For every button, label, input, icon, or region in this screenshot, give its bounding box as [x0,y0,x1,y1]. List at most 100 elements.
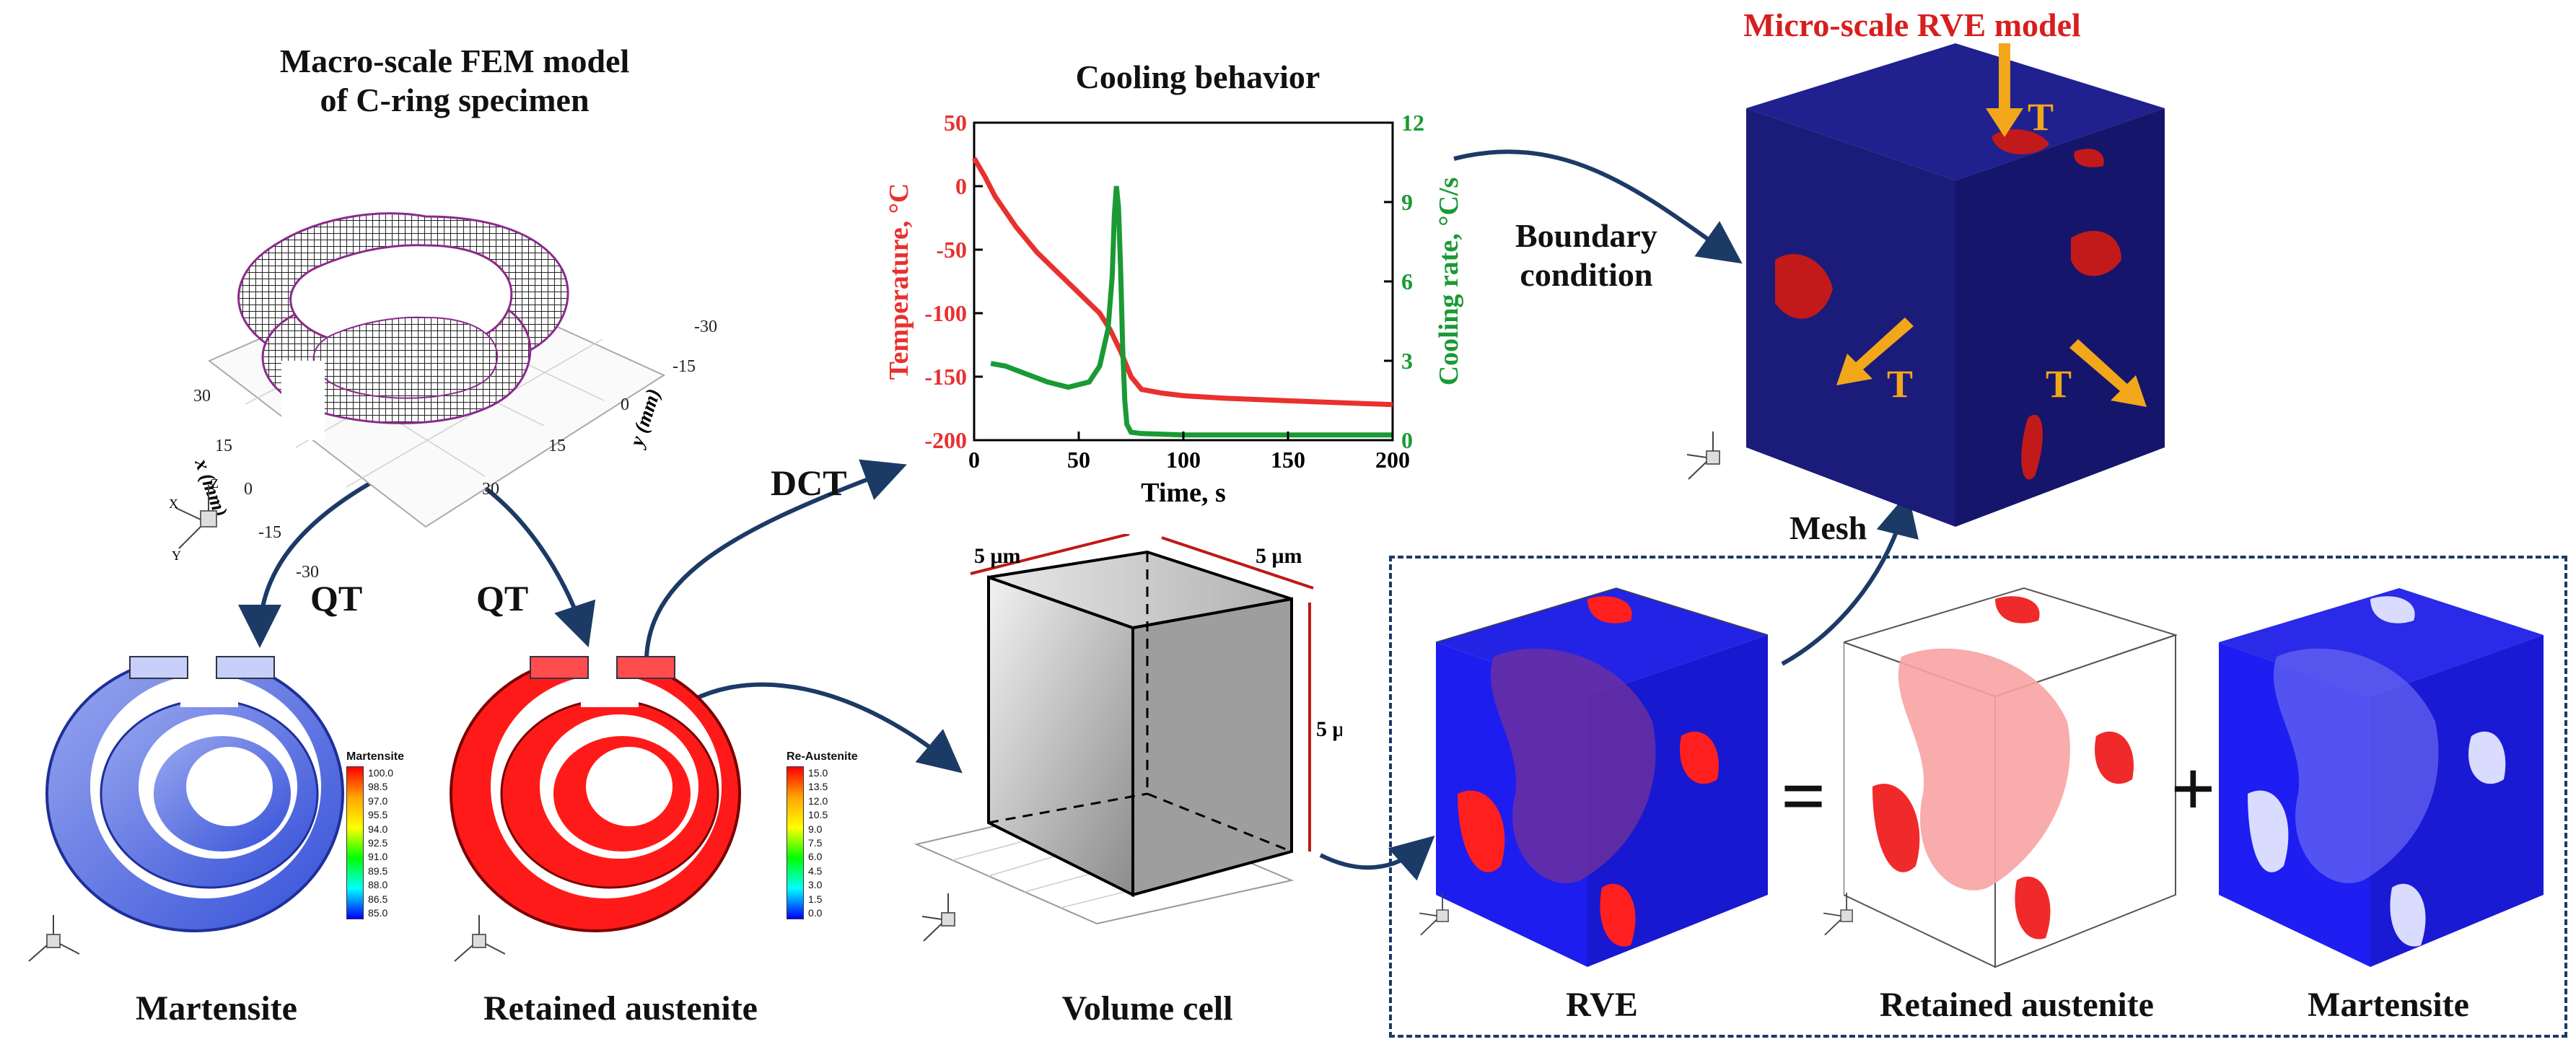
axis-triad-rve [1686,432,1720,480]
martensite-legend-title: Martensite [346,750,405,763]
plot-frame [973,121,1394,442]
mart-tick: 95.5 [368,809,388,821]
rea-tick: 3.0 [808,879,823,891]
y-tick-label: -100 [924,300,967,326]
macro-ytick-2: 0 [621,395,629,414]
arrow-boundary [1453,149,1743,264]
rea-tick: 9.0 [808,823,823,835]
rea-tick: 15.0 [808,767,828,779]
macro-xtick-0: 30 [193,387,211,406]
y2-tick-label: 12 [1401,110,1424,136]
macro-ytick-4: 30 [482,480,499,499]
boundary-line2: condition [1520,256,1653,293]
rve-title: Micro-scale RVE model [1743,6,2081,43]
y-tick-label: -200 [924,427,967,453]
arrow-mesh [1781,492,1919,666]
macro-title-line2: of C-ring specimen [320,82,590,118]
rve-caption: RVE [1566,986,1638,1024]
cooling-title: Cooling behavior [1075,58,1320,95]
x-tick-label: 100 [1166,447,1201,473]
plus-sign: + [2170,745,2216,833]
axis-triad-macro: Z X Y [169,476,219,563]
rve-load-label-top: T [2028,95,2054,139]
arrow-dct [644,459,907,693]
rea-tick: 7.5 [808,837,823,849]
martensite-cring [45,649,344,932]
retained-caption: Retained austenite [483,989,758,1028]
triad-z: Z [211,476,219,491]
dim-label-top-left: 5 μm [974,544,1021,568]
axis-triad-retained [454,915,506,962]
mart-tick: 86.5 [368,893,388,905]
macro-xtick-3: -15 [258,523,281,542]
y2-tick-label: 0 [1401,427,1413,453]
boundary-line1: Boundary [1515,217,1657,254]
rea-tick: 10.5 [808,809,828,821]
dim-label-top-right: 5 μm [1256,544,1302,568]
martensite-legend: Martensite 100.0 98.5 97.0 95.5 94.0 92.… [346,750,419,920]
martensite-cube-caption: Martensite [2308,986,2469,1024]
rea-tick: 4.5 [808,864,823,877]
y-tick-label: 0 [955,173,967,199]
equals-sign: = [1781,752,1826,840]
dim-label-right: 5 μm [1316,717,1342,741]
cooling-chart: 0 50 100 150 200 50 0 -50 -100 -150 -200 12 9 6 3 0 Tim… [884,110,1464,508]
y-tick-label: -50 [936,237,967,263]
macro-fem-model: 30 15 0 -15 -30 -30 -15 0 15 30 x (mm) y… [190,212,717,582]
axis-triad-martensite [28,915,80,962]
y-tick-label: 50 [944,110,967,136]
macro-xtick-4: -30 [296,563,319,582]
series-cooling-rate [990,185,1393,438]
boundary-condition-label: Boundary condition [1515,216,1657,294]
reaustenite-colorbar [787,766,804,919]
x-axis-label: Time, s [1141,478,1226,508]
arrow-to-rve [1319,836,1435,881]
x-tick-label: 200 [1375,447,1410,473]
reaustenite-legend: Re-Austenite 15.0 13.5 12.0 10.5 9.0 7.5… [787,750,866,920]
axis-triad-rve-cube [1419,893,1449,936]
triad-x: X [169,496,178,511]
x-tick-label: 50 [1067,447,1090,473]
macro-xtick-1: 15 [215,437,232,455]
retained-cube-caption: Retained austenite [1880,986,2154,1024]
retained-austenite-cube [1844,587,2178,968]
y-axis-label: Temperature, °C [884,183,914,380]
macro-ytick-1: -15 [673,357,696,376]
macro-title: Macro-scale FEM model of C-ring specimen [216,42,693,120]
mart-tick: 98.5 [368,781,388,793]
rve-decomposition-box [1389,556,2567,1038]
rea-tick: 0.0 [808,907,823,919]
reaustenite-ticks: 15.0 13.5 12.0 10.5 9.0 7.5 6.0 4.5 3.0 … [808,766,828,920]
rve-load-label-right: T [2046,362,2072,406]
macro-ytick-3: 15 [548,437,566,455]
mart-tick: 85.0 [368,907,388,919]
martensite-cube [2219,588,2544,967]
rve-cube [1436,587,1769,967]
y2-tick-label: 9 [1401,189,1413,215]
y2-axis-label: Cooling rate, °C/s [1434,178,1464,386]
qt-left-label: QT [310,578,363,618]
mart-tick: 100.0 [368,767,394,779]
y-tick-label: -150 [924,364,967,390]
mart-tick: 89.5 [368,864,388,877]
reaustenite-legend-title: Re-Austenite [787,750,858,763]
macro-ytick-0: -30 [694,318,717,336]
qt-right-label: QT [476,578,529,618]
martensite-colorbar [346,766,364,919]
y2-tick-label: 3 [1401,348,1413,374]
dct-label: DCT [771,463,847,503]
volume-cell-caption: Volume cell [1061,989,1233,1028]
series-temperature [971,157,1393,408]
x-tick-label: 0 [968,447,980,473]
martensite-ticks: 100.0 98.5 97.0 95.5 94.0 92.5 91.0 89.5… [368,766,393,920]
axis-triad-retained-cube [1823,893,1853,936]
y2-tick-label: 6 [1401,268,1413,294]
mart-tick: 92.5 [368,837,388,849]
macro-title-line1: Macro-scale FEM model [279,43,630,79]
axis-triad-volume [921,893,955,942]
rea-tick: 1.5 [808,893,823,905]
retained-austenite-cring [450,649,741,932]
mart-tick: 97.0 [368,794,388,807]
rea-tick: 13.5 [808,781,828,793]
rve-load-label-left: T [1887,362,1913,406]
